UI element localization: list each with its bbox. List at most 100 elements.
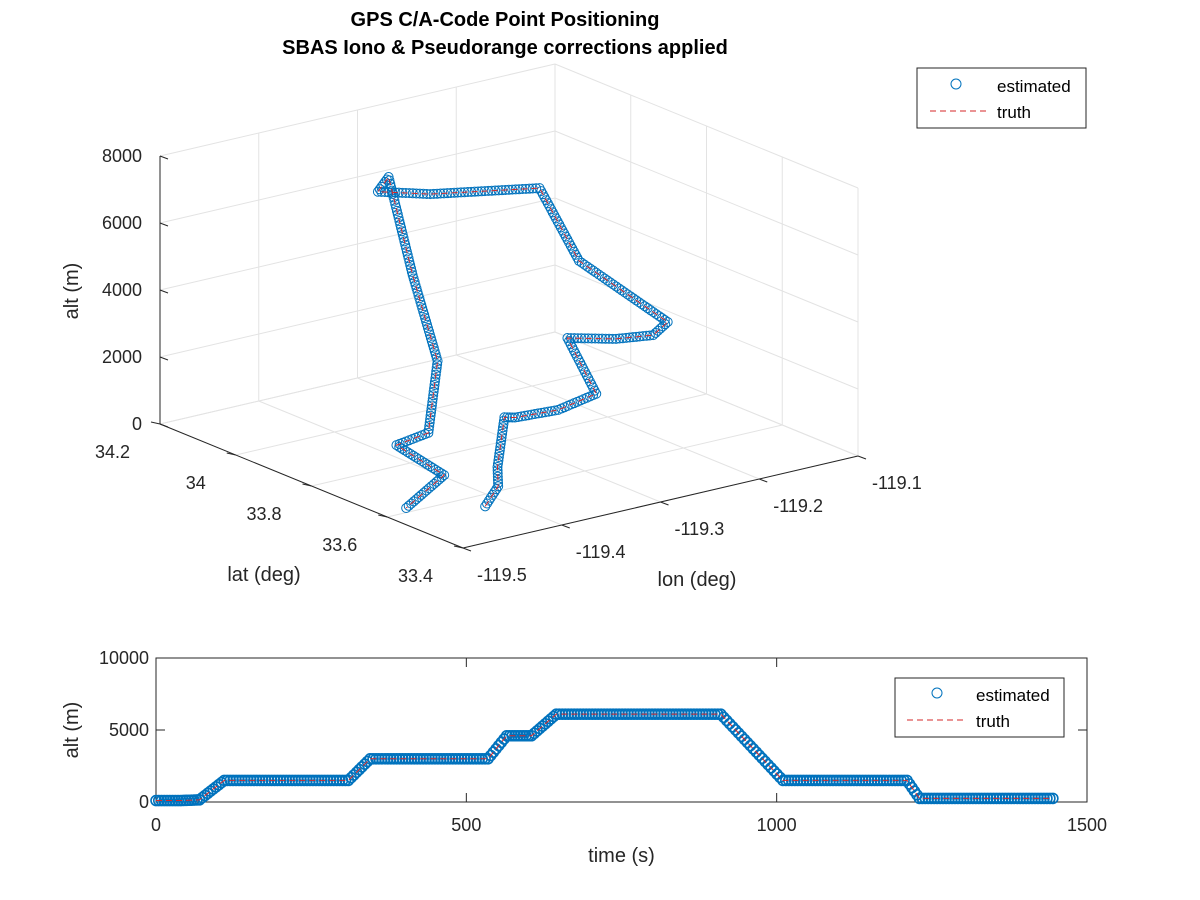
estimated-point — [479, 752, 491, 765]
estimated-point — [999, 792, 1012, 805]
estimated-point — [428, 390, 439, 401]
estimated-point — [584, 376, 595, 387]
estimated-point — [492, 462, 503, 472]
estimated-point — [542, 198, 553, 209]
estimated-point — [990, 792, 1003, 805]
estimated-point — [889, 774, 901, 787]
estimated-point — [747, 743, 760, 755]
x-tick-label: -119.4 — [576, 542, 626, 562]
estimated-point — [396, 752, 409, 765]
estimated-point — [480, 501, 491, 512]
grid-line — [554, 264, 859, 390]
estimated-point — [1011, 792, 1024, 805]
estimated-point — [839, 774, 851, 787]
estimated-point — [572, 351, 583, 362]
estimated-point — [559, 708, 572, 720]
estimated-point — [969, 792, 982, 805]
estimated-point — [256, 774, 269, 787]
estimated-point — [637, 708, 649, 720]
estimated-point — [429, 379, 440, 390]
estimated-point — [327, 774, 340, 787]
estimated-point — [591, 388, 602, 399]
estimated-point — [578, 363, 589, 374]
estimated-point — [494, 448, 505, 459]
estimated-point — [573, 255, 584, 266]
estimated-point — [430, 369, 441, 380]
estimated-point — [418, 188, 429, 199]
estimated-point — [978, 792, 991, 805]
estimated-point — [868, 774, 881, 787]
estimated-point — [726, 720, 739, 733]
grid-line — [387, 424, 783, 518]
z-tick-label: 0 — [132, 414, 142, 434]
estimated-point — [295, 774, 307, 787]
estimated-point — [526, 409, 537, 420]
estimated-point — [491, 484, 502, 495]
estimated-point — [756, 752, 768, 765]
estimated-point — [593, 333, 604, 344]
y-tick-label: 0 — [139, 792, 149, 812]
estimated-point — [821, 774, 834, 787]
y-tick-label: 34 — [186, 473, 206, 493]
estimated-point — [458, 752, 471, 765]
estimated-point — [697, 708, 709, 720]
estimated-point — [397, 443, 408, 454]
z-axis-label: alt (m) — [61, 263, 83, 320]
estimated-point — [552, 216, 563, 227]
estimated-point — [430, 373, 441, 384]
estimated-point — [428, 386, 439, 397]
estimated-point — [1032, 792, 1044, 805]
estimated-point — [859, 774, 872, 787]
estimated-point — [298, 774, 310, 787]
estimated-point — [485, 492, 496, 503]
estimated-point — [408, 450, 419, 461]
estimated-point — [426, 403, 437, 414]
grid-line — [554, 63, 859, 189]
estimated-point — [218, 774, 231, 787]
z-tick-label: 2000 — [102, 347, 142, 367]
estimated-point — [565, 240, 576, 251]
y-tick — [378, 514, 388, 518]
estimated-point — [670, 708, 682, 720]
estimated-point — [624, 332, 635, 343]
estimated-point — [405, 752, 418, 765]
estimated-point — [424, 421, 435, 432]
estimated-point — [940, 792, 952, 805]
estimated-point — [583, 373, 594, 384]
estimated-point — [539, 192, 550, 203]
estimated-point — [431, 362, 442, 373]
estimated-point — [717, 711, 730, 724]
estimated-point — [411, 452, 422, 463]
estimated-point — [265, 774, 278, 787]
estimated-point — [523, 410, 534, 421]
estimated-point — [580, 708, 593, 720]
estimated-point — [424, 417, 435, 428]
estimated-point — [467, 752, 480, 765]
estimated-point — [771, 768, 783, 780]
chart-title-line-2: SBAS Iono & Pseudorange corrections appl… — [282, 37, 728, 59]
estimated-point — [576, 360, 587, 371]
x-tick-label: -119.1 — [872, 473, 922, 493]
y-tick — [453, 545, 464, 549]
estimated-point — [495, 438, 506, 449]
estimated-point — [928, 792, 941, 805]
y-axis-label: lat (deg) — [227, 564, 300, 586]
x-tick-label: -119.2 — [773, 496, 823, 516]
estimated-point — [510, 184, 521, 195]
estimated-point — [700, 708, 712, 720]
estimated-point — [367, 752, 379, 765]
x-tick — [462, 547, 472, 552]
estimated-point — [952, 792, 964, 805]
estimated-point — [417, 752, 429, 765]
x-tick — [857, 455, 867, 460]
estimated-point — [818, 774, 831, 787]
estimated-point — [598, 708, 610, 720]
x-tick-label: -119.5 — [477, 565, 527, 585]
estimated-point — [850, 774, 863, 787]
estimated-point — [430, 464, 441, 475]
estimated-point — [830, 774, 842, 787]
estimated-point — [604, 333, 615, 344]
estimated-point — [759, 755, 771, 768]
estimated-point — [568, 708, 581, 720]
x-axis-label: lon (deg) — [658, 569, 737, 591]
